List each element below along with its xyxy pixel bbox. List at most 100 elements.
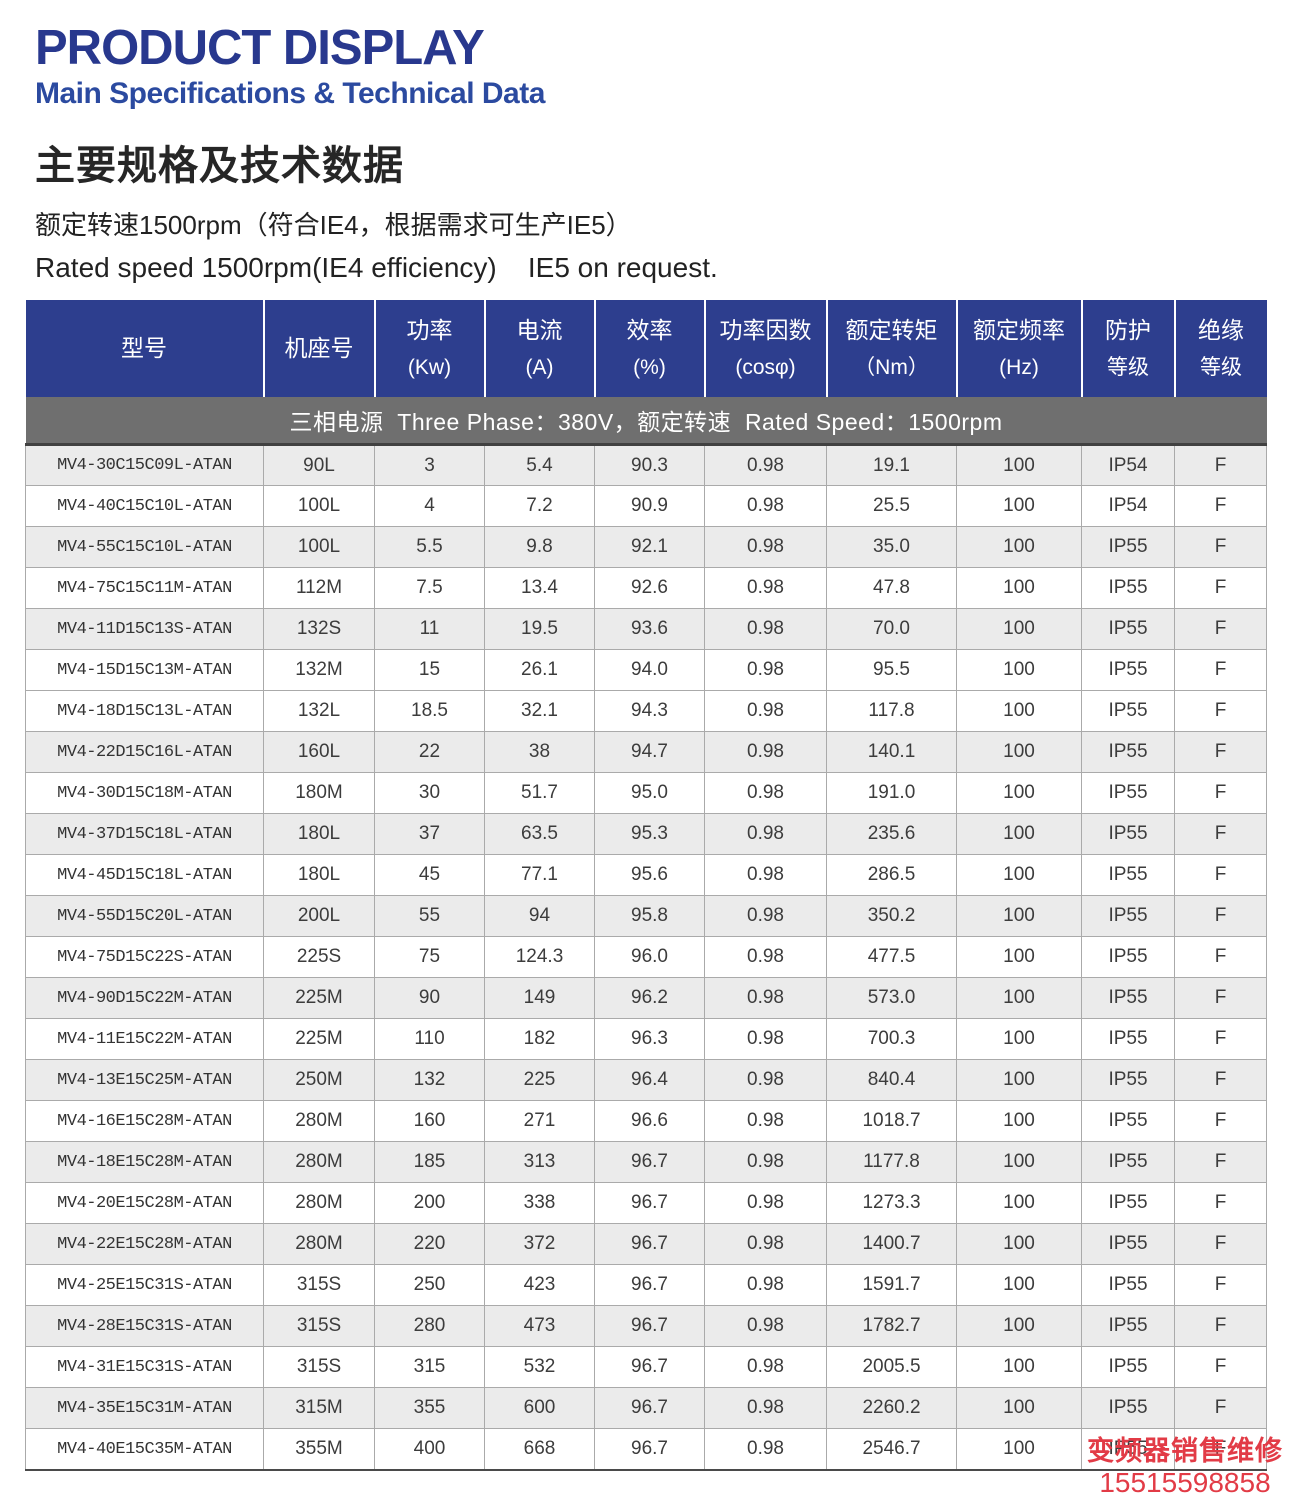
cell-insulation: F [1174,1305,1267,1348]
table-row: MV4-15D15C13M-ATAN 132M 15 26.1 94.0 0.98 95.5… [25,649,1267,692]
cell-current_a: 63.5 [484,813,595,856]
cell-power_factor: 0.98 [704,1305,827,1348]
cell-frame: 180L [263,813,375,856]
cell-current_a: 26.1 [484,649,595,692]
cell-model: MV4-20E15C28M-ATAN [25,1182,264,1225]
cell-efficiency_pct: 96.3 [594,1018,705,1061]
table-row: MV4-16E15C28M-ATAN 280M 160 271 96.6 0.98 1018… [25,1100,1267,1143]
cell-power_factor: 0.98 [704,895,827,938]
cell-efficiency_pct: 90.9 [594,485,705,528]
cell-frame: 225S [263,936,375,979]
table-body: MV4-30C15C09L-ATAN 90L 3 5.4 90.3 0.98 19.1 100… [25,443,1267,1471]
cell-freq_hz: 100 [956,1018,1082,1061]
column-header-4: 电流 (A) [484,299,596,397]
cell-insulation: F [1174,895,1267,938]
cell-torque_nm: 35.0 [826,526,957,569]
cell-current_a: 600 [484,1387,595,1430]
column-header-unit: (%) [633,355,666,379]
page-header: PRODUCT DISPLAY Main Specifications & Te… [0,0,1291,284]
cell-freq_hz: 100 [956,731,1082,774]
cell-frame: 355M [263,1428,375,1471]
cell-frame: 280M [263,1141,375,1184]
cell-frame: 160L [263,731,375,774]
cell-current_a: 51.7 [484,772,595,815]
table-row: MV4-18D15C13L-ATAN 132L 18.5 32.1 94.3 0.98 11… [25,690,1267,733]
cell-model: MV4-22E15C28M-ATAN [25,1223,264,1266]
cell-insulation: F [1174,1346,1267,1389]
cell-protection: IP55 [1081,1428,1175,1471]
cell-model: MV4-11E15C22M-ATAN [25,1018,264,1061]
cell-power_factor: 0.98 [704,772,827,815]
cell-current_a: 372 [484,1223,595,1266]
column-header-label: 额定转矩 [845,317,938,344]
cell-power_factor: 0.98 [704,649,827,692]
cell-frame: 100L [263,526,375,569]
column-header-unit: (cosφ) [735,355,796,379]
cell-freq_hz: 100 [956,936,1082,979]
cell-freq_hz: 100 [956,1305,1082,1348]
column-header-unit: (Hz) [999,355,1039,379]
cell-efficiency_pct: 96.0 [594,936,705,979]
table-row: MV4-40E15C35M-ATAN 355M 400 668 96.7 0.98 2546… [25,1428,1267,1471]
cell-frame: 250M [263,1059,375,1102]
cell-power_kw: 37 [374,813,485,856]
table-row: MV4-20E15C28M-ATAN 280M 200 338 96.7 0.98 1273… [25,1182,1267,1225]
column-header-5: 效率 (%) [594,299,706,397]
cell-protection: IP54 [1081,485,1175,528]
cell-efficiency_pct: 96.7 [594,1428,705,1471]
table-row: MV4-35E15C31M-ATAN 315M 355 600 96.7 0.98 2260… [25,1387,1267,1430]
cell-power_kw: 3 [374,443,485,487]
cell-model: MV4-18E15C28M-ATAN [25,1141,264,1184]
en-rated-speed-note: Rated speed 1500rpm(IE4 efficiency) IE5 … [35,251,718,283]
cell-current_a: 32.1 [484,690,595,733]
cell-model: MV4-45D15C18L-ATAN [25,854,264,897]
cell-model: MV4-75C15C11M-ATAN [25,567,264,610]
cell-frame: 315S [263,1305,375,1348]
cell-freq_hz: 100 [956,1223,1082,1266]
cell-insulation: F [1174,1387,1267,1430]
cell-power_factor: 0.98 [704,1182,827,1225]
cell-freq_hz: 100 [956,1182,1082,1225]
cell-protection: IP55 [1081,1182,1175,1225]
cell-protection: IP55 [1081,977,1175,1020]
cell-current_a: 5.4 [484,443,595,487]
table-row: MV4-22D15C16L-ATAN 160L 22 38 94.7 0.98 140.1 1… [25,731,1267,774]
table-row: MV4-30D15C18M-ATAN 180M 30 51.7 95.0 0.98 191.… [25,772,1267,815]
column-header-7: 额定转矩 （Nm） [826,299,958,397]
cell-protection: IP55 [1081,690,1175,733]
watermark-text: 变频器销售维修 [1087,1436,1283,1466]
cell-power_factor: 0.98 [704,813,827,856]
cell-current_a: 9.8 [484,526,595,569]
cell-protection: IP55 [1081,1305,1175,1348]
cell-model: MV4-30D15C18M-ATAN [25,772,264,815]
spec-table: 型号 机座号 功率 (Kw) 电流 (A) 效率 (%) 功率因数 (cosφ) 额定转矩 （Nm）额… [25,299,1267,1471]
cell-freq_hz: 100 [956,1387,1082,1430]
cell-insulation: F [1174,854,1267,897]
phase-banner-row: 三相电源 Three Phase：380V，额定转速 Rated Speed：1… [25,396,1267,445]
column-header-unit: 等级 [1200,355,1242,379]
cell-efficiency_pct: 96.2 [594,977,705,1020]
cell-power_factor: 0.98 [704,1346,827,1389]
column-header-label: 额定频率 [973,317,1065,344]
cell-power_factor: 0.98 [704,690,827,733]
cell-model: MV4-28E15C31S-ATAN [25,1305,264,1348]
cell-protection: IP55 [1081,1264,1175,1307]
cell-current_a: 271 [484,1100,595,1143]
table-row: MV4-55C15C10L-ATAN 100L 5.5 9.8 92.1 0.98 35.0… [25,526,1267,569]
cell-current_a: 38 [484,731,595,774]
cell-power_factor: 0.98 [704,485,827,528]
cell-efficiency_pct: 94.3 [594,690,705,733]
cell-torque_nm: 95.5 [826,649,957,692]
cell-insulation: F [1174,772,1267,815]
cell-torque_nm: 47.8 [826,567,957,610]
cell-freq_hz: 100 [956,608,1082,651]
cell-insulation: F [1174,1059,1267,1102]
cell-model: MV4-37D15C18L-ATAN [25,813,264,856]
cell-frame: 112M [263,567,375,610]
cell-torque_nm: 2546.7 [826,1428,957,1471]
cell-model: MV4-31E15C31S-ATAN [25,1346,264,1389]
cell-torque_nm: 1782.7 [826,1305,957,1348]
cell-current_a: 225 [484,1059,595,1102]
cell-current_a: 338 [484,1182,595,1225]
cell-freq_hz: 100 [956,443,1082,487]
